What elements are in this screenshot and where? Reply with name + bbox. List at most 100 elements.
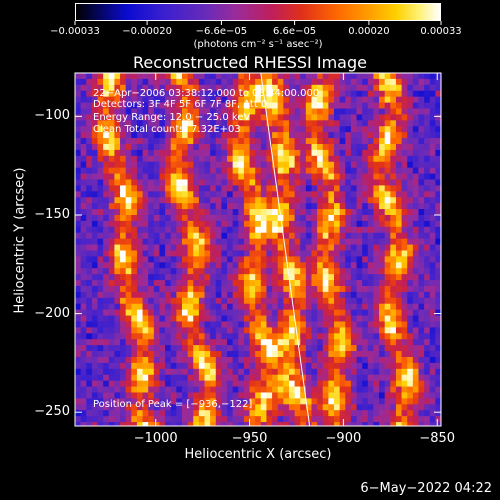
heatmap-cell bbox=[288, 256, 296, 263]
heatmap-cell bbox=[80, 167, 87, 175]
heatmap-cell bbox=[328, 126, 335, 133]
heatmap-cell bbox=[395, 120, 403, 127]
heatmap-cell bbox=[412, 167, 420, 175]
heatmap-cell bbox=[176, 149, 183, 157]
heatmap-cell bbox=[424, 126, 431, 133]
heatmap-cell bbox=[215, 120, 222, 127]
heatmap-cell bbox=[418, 315, 425, 323]
heatmap-cell bbox=[86, 191, 93, 198]
heatmap-cell bbox=[108, 167, 116, 175]
heatmap-cell bbox=[243, 102, 251, 110]
heatmap-cell bbox=[215, 203, 222, 210]
heatmap-cell bbox=[283, 203, 290, 210]
heatmap-cell bbox=[407, 226, 414, 234]
heatmap-cell bbox=[170, 291, 177, 299]
heatmap-cell bbox=[86, 155, 93, 163]
heatmap-cell bbox=[266, 203, 273, 210]
heatmap-cell bbox=[181, 120, 189, 127]
heatmap-cell bbox=[311, 262, 318, 269]
heatmap-cell bbox=[350, 327, 358, 334]
heatmap-cell bbox=[373, 102, 380, 110]
heatmap-cell bbox=[305, 197, 313, 204]
heatmap-cell bbox=[300, 143, 307, 151]
heatmap-cell bbox=[148, 120, 155, 127]
heatmap-cell bbox=[91, 226, 99, 234]
heatmap-cell bbox=[249, 362, 256, 370]
heatmap-cell bbox=[322, 422, 329, 426]
heatmap-cell bbox=[311, 173, 318, 181]
heatmap-cell bbox=[153, 238, 161, 246]
heatmap-cell bbox=[255, 362, 262, 370]
heatmap-cell bbox=[114, 191, 121, 198]
heatmap-cell bbox=[148, 398, 155, 405]
heatmap-cell bbox=[114, 73, 121, 80]
heatmap-cell bbox=[441, 363, 447, 370]
heatmap-cell bbox=[384, 315, 391, 323]
heatmap-cell bbox=[305, 102, 313, 110]
heatmap-cell bbox=[311, 120, 318, 127]
heatmap-cell bbox=[266, 120, 273, 127]
heatmap-cell bbox=[153, 262, 161, 269]
heatmap-cell bbox=[153, 232, 161, 240]
heatmap-cell bbox=[255, 422, 262, 426]
heatmap-cell bbox=[114, 345, 121, 352]
heatmap-cell bbox=[441, 416, 447, 423]
heatmap-cell bbox=[373, 416, 380, 423]
heatmap-cell bbox=[356, 143, 363, 151]
heatmap-cell bbox=[125, 398, 132, 405]
heatmap-cell bbox=[328, 374, 335, 382]
heatmap-cell bbox=[255, 416, 262, 423]
heatmap-cell bbox=[97, 309, 104, 317]
heatmap-cell bbox=[272, 84, 279, 92]
heatmap-cell bbox=[429, 185, 436, 192]
heatmap-cell bbox=[305, 410, 313, 417]
heatmap-cell bbox=[80, 327, 87, 334]
chart-title: Reconstructed RHESSI Image bbox=[133, 53, 367, 72]
heatmap-cell bbox=[114, 309, 121, 317]
heatmap-cell bbox=[204, 191, 211, 198]
heatmap-cell bbox=[418, 268, 425, 275]
heatmap-cell bbox=[311, 291, 318, 299]
heatmap-cell bbox=[159, 185, 166, 192]
heatmap-cell bbox=[379, 191, 386, 198]
heatmap-cell bbox=[401, 285, 408, 293]
heatmap-cell bbox=[362, 155, 369, 163]
heatmap-cell bbox=[401, 398, 408, 405]
heatmap-cell bbox=[198, 238, 206, 246]
heatmap-cell bbox=[305, 374, 313, 382]
heatmap-cell bbox=[395, 96, 403, 104]
heatmap-cell bbox=[300, 197, 307, 204]
heatmap-cell bbox=[283, 398, 290, 405]
heatmap-cell bbox=[362, 274, 369, 281]
heatmap-cell bbox=[210, 90, 217, 98]
heatmap-cell bbox=[91, 220, 99, 228]
heatmap-cell bbox=[165, 256, 172, 263]
heatmap-cell bbox=[322, 256, 329, 263]
heatmap-cell bbox=[243, 132, 251, 139]
heatmap-cell bbox=[384, 120, 391, 127]
heatmap-cell bbox=[384, 226, 391, 234]
heatmap-cell bbox=[356, 250, 363, 258]
heatmap-cell bbox=[266, 197, 273, 204]
heatmap-cell bbox=[170, 126, 177, 133]
heatmap-cell bbox=[97, 238, 104, 246]
heatmap-cell bbox=[255, 345, 262, 352]
heatmap-cell bbox=[80, 143, 87, 151]
heatmap-cell bbox=[272, 108, 279, 116]
heatmap-cell bbox=[176, 244, 183, 252]
heatmap-cell bbox=[266, 333, 273, 340]
heatmap-cell bbox=[238, 108, 245, 116]
heatmap-cell bbox=[272, 280, 279, 287]
heatmap-cell bbox=[108, 303, 116, 311]
heatmap-cell bbox=[232, 220, 239, 228]
heatmap-cell bbox=[97, 268, 104, 275]
heatmap-cell bbox=[322, 327, 329, 334]
heatmap-cell bbox=[390, 214, 397, 222]
heatmap-cell bbox=[412, 155, 420, 163]
heatmap-cell bbox=[181, 256, 189, 263]
heatmap-cell bbox=[429, 149, 436, 157]
heatmap-cell bbox=[108, 321, 116, 328]
heatmap-cell bbox=[125, 143, 132, 151]
heatmap-cell bbox=[103, 309, 110, 317]
heatmap-cell bbox=[424, 297, 431, 305]
